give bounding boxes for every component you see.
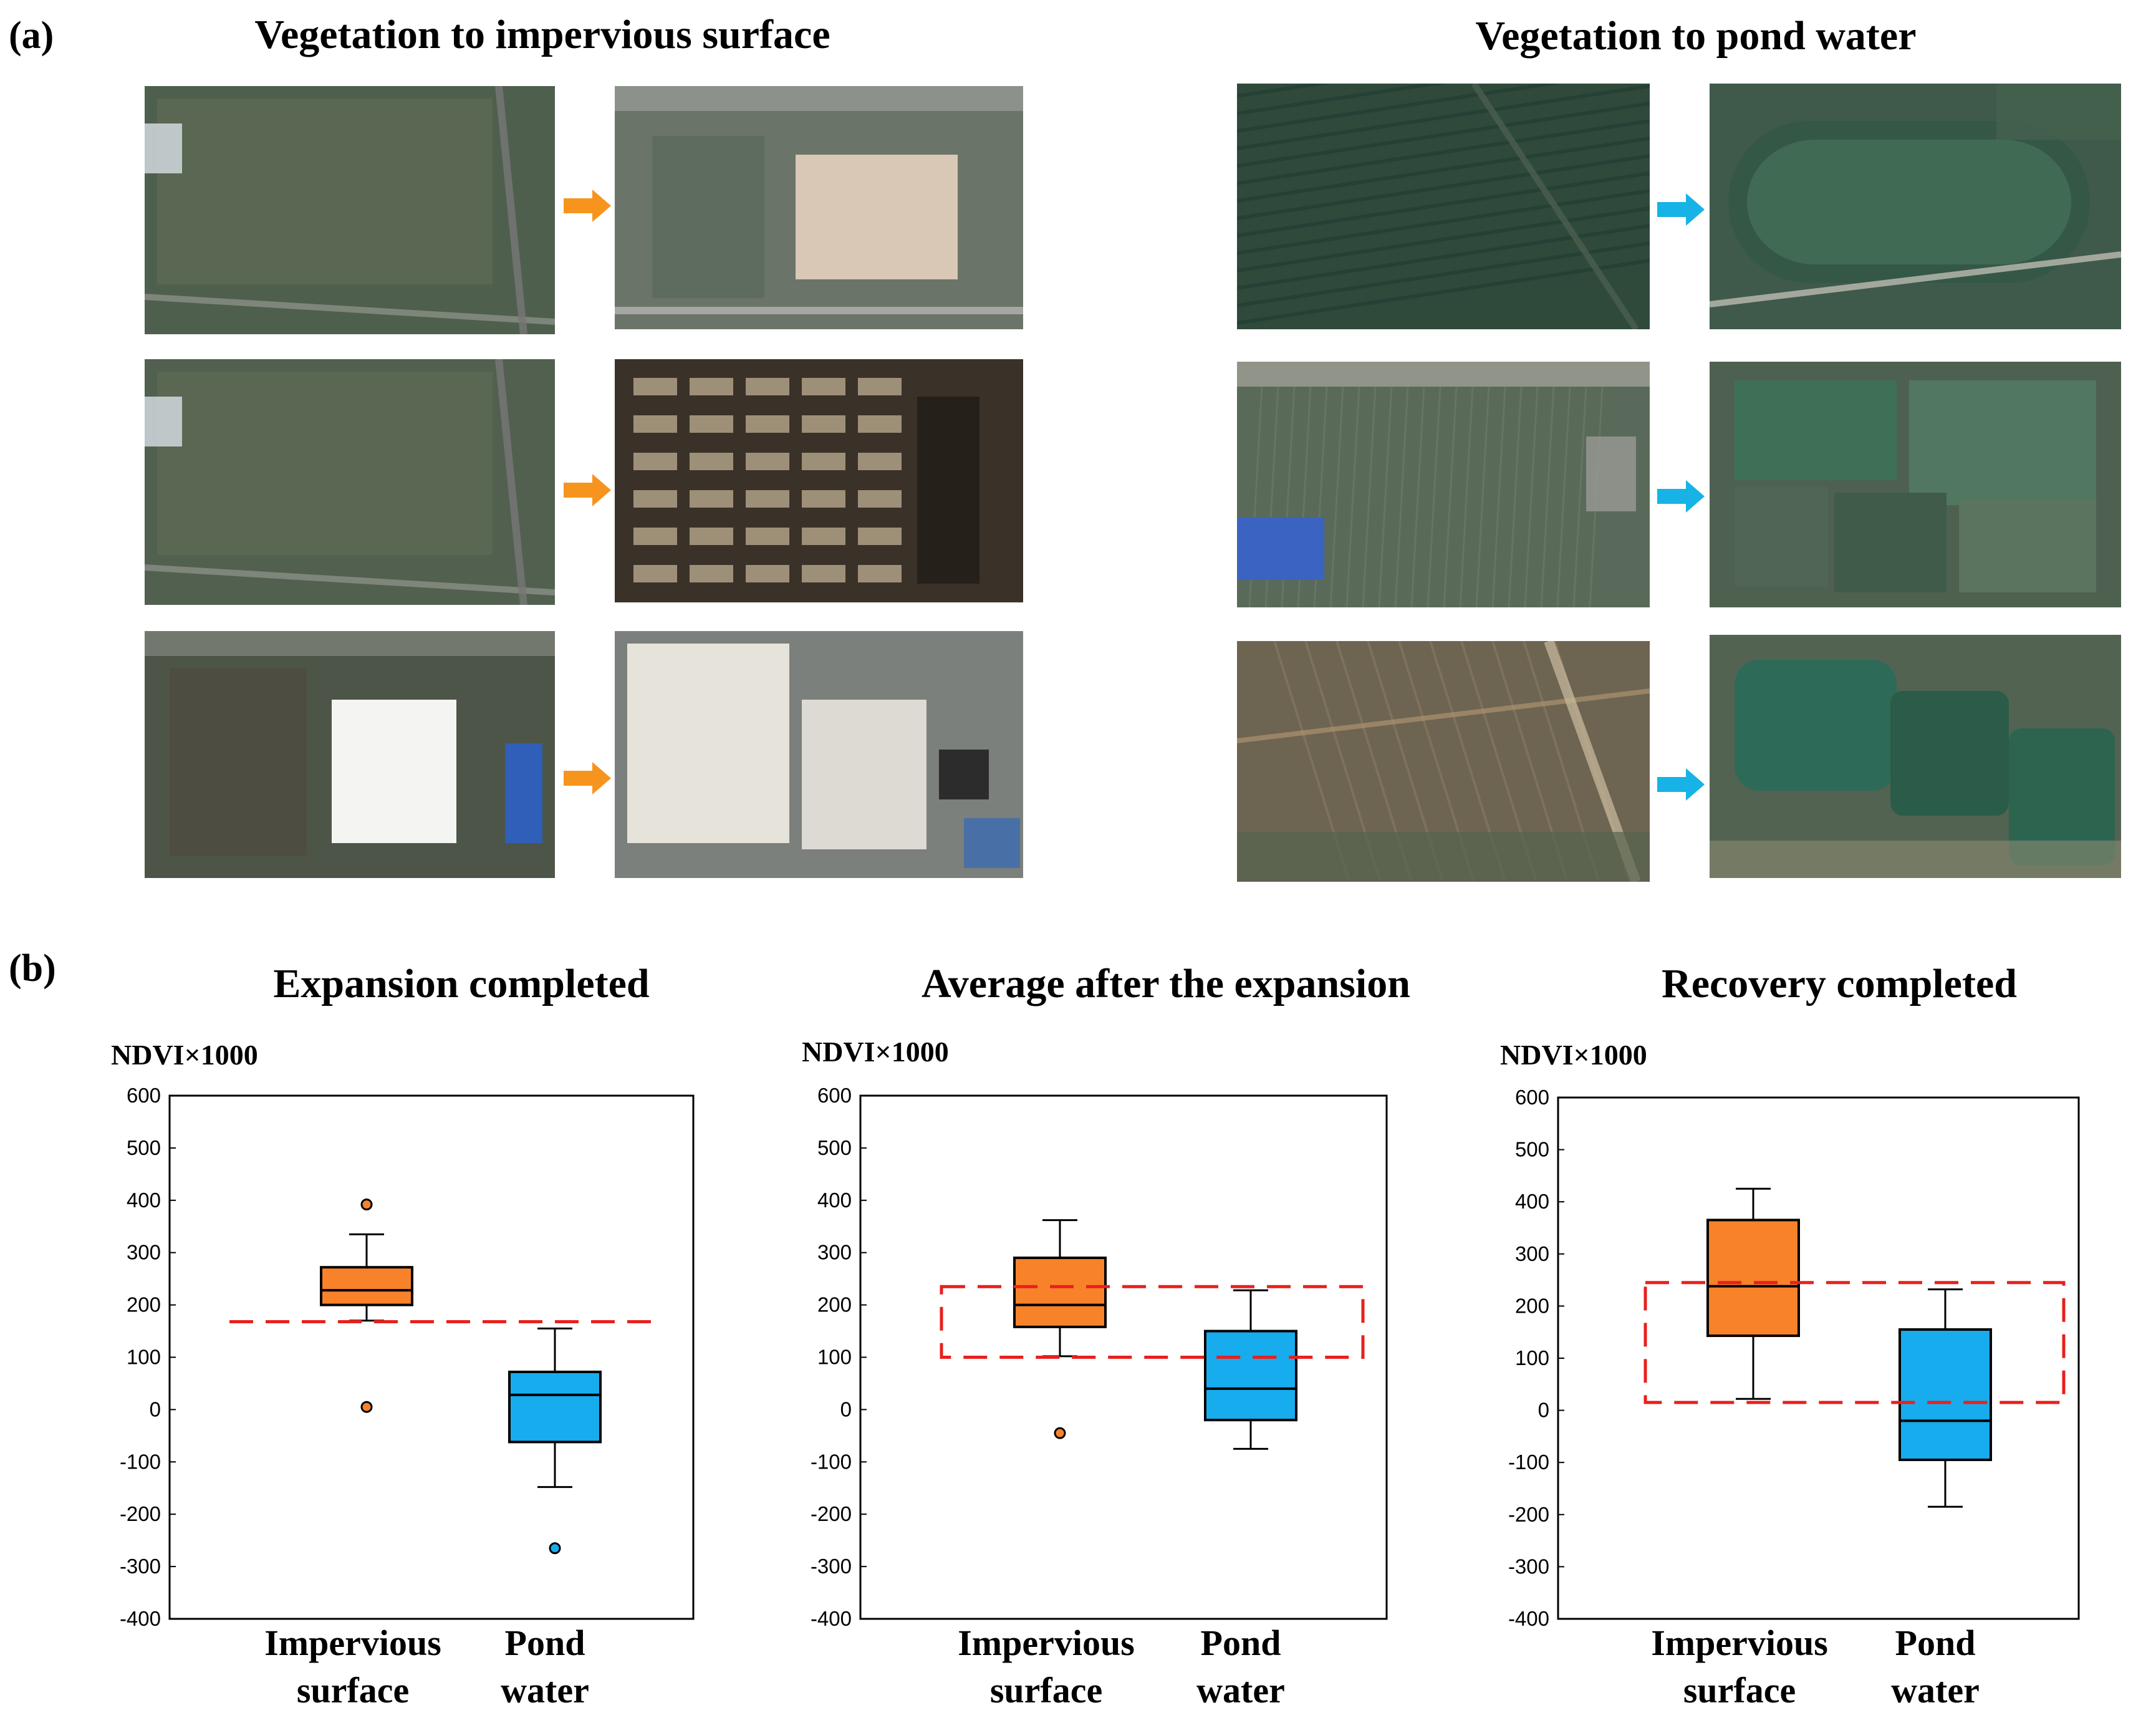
outlier-point xyxy=(360,1401,373,1413)
y-tick-label: -100 xyxy=(120,1450,161,1473)
category-label: water xyxy=(501,1670,589,1711)
category-label: Pond xyxy=(1201,1623,1281,1663)
category-label: Pond xyxy=(505,1623,585,1663)
y-tick-label: 400 xyxy=(817,1189,852,1212)
y-tick-label: 300 xyxy=(1515,1242,1549,1265)
panel-a-label: (a) xyxy=(9,14,54,57)
chart-1-title: Expansion completed xyxy=(273,961,650,1006)
outlier-point xyxy=(549,1542,561,1555)
chart-1: 600 500 400 300 200 100 0 -100 -200 -300 -400 Imper… xyxy=(120,1084,695,1711)
category-label: water xyxy=(1891,1670,1980,1711)
category-label: Impervious xyxy=(958,1623,1135,1663)
sat-pond-1-after xyxy=(1710,84,2121,329)
y-tick-label: 100 xyxy=(817,1346,852,1369)
sat-pond-3-before xyxy=(1237,641,1650,882)
y-tick-label: -200 xyxy=(811,1502,852,1525)
category-label: Impervious xyxy=(264,1623,441,1663)
left-group-title: Vegetation to impervious surface xyxy=(254,12,830,57)
chart-2: 600 500 400 300 200 100 0 -100 -200 -300 -400 Imper… xyxy=(811,1084,1388,1711)
chart-3-ylabel: NDVI×1000 xyxy=(1500,1039,1647,1071)
arrow-right-icon xyxy=(1657,478,1707,515)
box-iqr xyxy=(1013,1257,1107,1328)
y-tick-label: -300 xyxy=(120,1555,161,1578)
y-tick-label: 0 xyxy=(1538,1399,1549,1422)
reference-band xyxy=(940,1285,1365,1359)
sat-impervious-2-before xyxy=(145,359,555,605)
y-tick-label: -100 xyxy=(1508,1450,1549,1474)
plot-frame xyxy=(1557,1096,2080,1620)
y-tick-label: 100 xyxy=(1515,1346,1549,1369)
y-tick-label: 400 xyxy=(1515,1190,1549,1213)
y-tick-label: 0 xyxy=(840,1397,852,1421)
y-tick-label: -400 xyxy=(1508,1607,1549,1630)
chart-3-title: Recovery completed xyxy=(1662,961,2017,1006)
category-label: surface xyxy=(990,1670,1102,1711)
category-label: Impervious xyxy=(1651,1623,1828,1663)
box-pond-water xyxy=(508,1327,602,1555)
y-tick-label: -200 xyxy=(120,1502,161,1525)
chart-2-title: Average after the expansion xyxy=(922,961,1410,1006)
sat-impervious-1-before xyxy=(145,86,555,334)
category-label: water xyxy=(1196,1670,1285,1711)
y-tick-label: 0 xyxy=(150,1397,161,1421)
y-tick-label: 200 xyxy=(127,1293,161,1316)
box-impervious-surface xyxy=(320,1199,413,1413)
arrow-right-icon xyxy=(564,187,614,224)
box-pond-water xyxy=(1899,1288,1992,1508)
sat-pond-3-after xyxy=(1710,635,2121,878)
arrow-right-icon xyxy=(1657,766,1707,803)
y-tick-label: -100 xyxy=(811,1450,852,1473)
chart-2-ylabel: NDVI×1000 xyxy=(802,1036,949,1068)
sat-pond-2-before xyxy=(1237,362,1650,607)
panel-b-label: (b) xyxy=(9,947,56,990)
arrow-right-icon xyxy=(1657,191,1707,228)
y-tick-label: -200 xyxy=(1508,1503,1549,1526)
y-tick-label: 400 xyxy=(127,1189,161,1212)
sat-impervious-3-before xyxy=(145,631,555,878)
y-tick-label: 200 xyxy=(817,1293,852,1316)
reference-band xyxy=(1643,1281,2066,1404)
chart-1-ylabel: NDVI×1000 xyxy=(111,1039,258,1071)
category-label: Pond xyxy=(1895,1623,1976,1663)
sat-impervious-2-after xyxy=(615,359,1023,602)
y-tick-label: 600 xyxy=(127,1084,161,1107)
y-tick-label: 300 xyxy=(817,1241,852,1264)
y-tick-label: 600 xyxy=(817,1084,852,1107)
y-tick-label: 600 xyxy=(1515,1086,1549,1109)
y-tick-label: -300 xyxy=(1508,1555,1549,1578)
plot-frame xyxy=(168,1094,695,1620)
category-label: surface xyxy=(1683,1670,1796,1711)
box-iqr xyxy=(320,1266,413,1306)
y-tick-label: 500 xyxy=(127,1136,161,1159)
right-group-title: Vegetation to pond water xyxy=(1475,13,1917,59)
sat-pond-1-before xyxy=(1237,84,1650,329)
y-tick-label: 200 xyxy=(1515,1294,1549,1317)
sat-pond-2-after xyxy=(1710,362,2121,607)
box-iqr xyxy=(1899,1328,1992,1462)
sat-impervious-3-after xyxy=(615,631,1023,878)
y-tick-label: 300 xyxy=(127,1241,161,1264)
box-impervious-surface xyxy=(1706,1187,1800,1400)
outlier-point xyxy=(360,1199,373,1211)
box-iqr xyxy=(1204,1330,1297,1422)
y-tick-label: 500 xyxy=(817,1136,852,1159)
y-tick-label: 500 xyxy=(1515,1138,1549,1161)
sat-impervious-1-after xyxy=(615,86,1023,329)
outlier-point xyxy=(1054,1427,1066,1439)
y-tick-label: -400 xyxy=(811,1607,852,1630)
y-tick-label: 100 xyxy=(127,1346,161,1369)
arrow-right-icon xyxy=(564,471,614,509)
box-pond-water xyxy=(1204,1289,1297,1450)
y-tick-label: -400 xyxy=(120,1607,161,1630)
category-label: surface xyxy=(297,1670,409,1711)
arrow-right-icon xyxy=(564,760,614,797)
chart-3: 600 500 400 300 200 100 0 -100 -200 -300 -400 Imper… xyxy=(1508,1086,2080,1711)
y-tick-label: -300 xyxy=(811,1555,852,1578)
box-impervious-surface xyxy=(1013,1219,1107,1439)
box-iqr xyxy=(508,1370,602,1444)
box-iqr xyxy=(1706,1219,1800,1338)
